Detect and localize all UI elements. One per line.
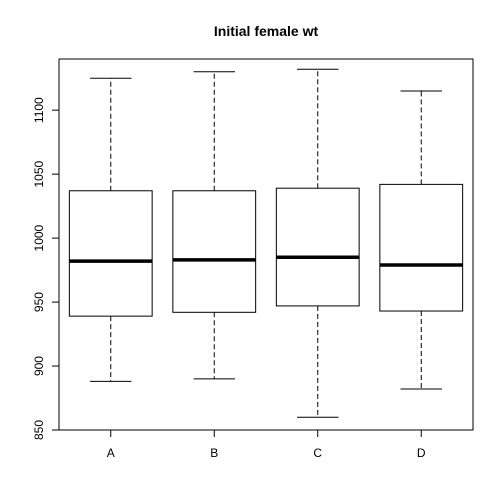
y-tick-label: 1000 — [32, 224, 46, 251]
box-body — [379, 183, 464, 312]
y-tick-label: 1100 — [32, 97, 46, 123]
box-body — [68, 190, 153, 317]
x-tick-label: D — [417, 446, 426, 460]
box-body — [172, 190, 257, 313]
box-d — [379, 90, 464, 390]
y-axis: 850 900 950 1000 1050 1100 — [32, 97, 59, 440]
boxes-group — [68, 68, 464, 418]
box-a — [68, 77, 153, 382]
box-b — [172, 71, 257, 380]
y-tick-label: 950 — [32, 292, 46, 312]
y-tick-label: 850 — [32, 420, 46, 440]
x-tick-label: A — [107, 446, 115, 460]
x-tick-label: C — [313, 446, 322, 460]
box-body — [275, 187, 360, 307]
x-tick-label: B — [210, 446, 218, 460]
y-tick-label: 1050 — [32, 160, 46, 187]
x-axis: A B C D — [107, 430, 426, 460]
y-tick-label: 900 — [32, 356, 46, 376]
chart-title: Initial female wt — [214, 23, 319, 39]
plot-frame — [58, 58, 474, 431]
box-c — [275, 68, 360, 418]
